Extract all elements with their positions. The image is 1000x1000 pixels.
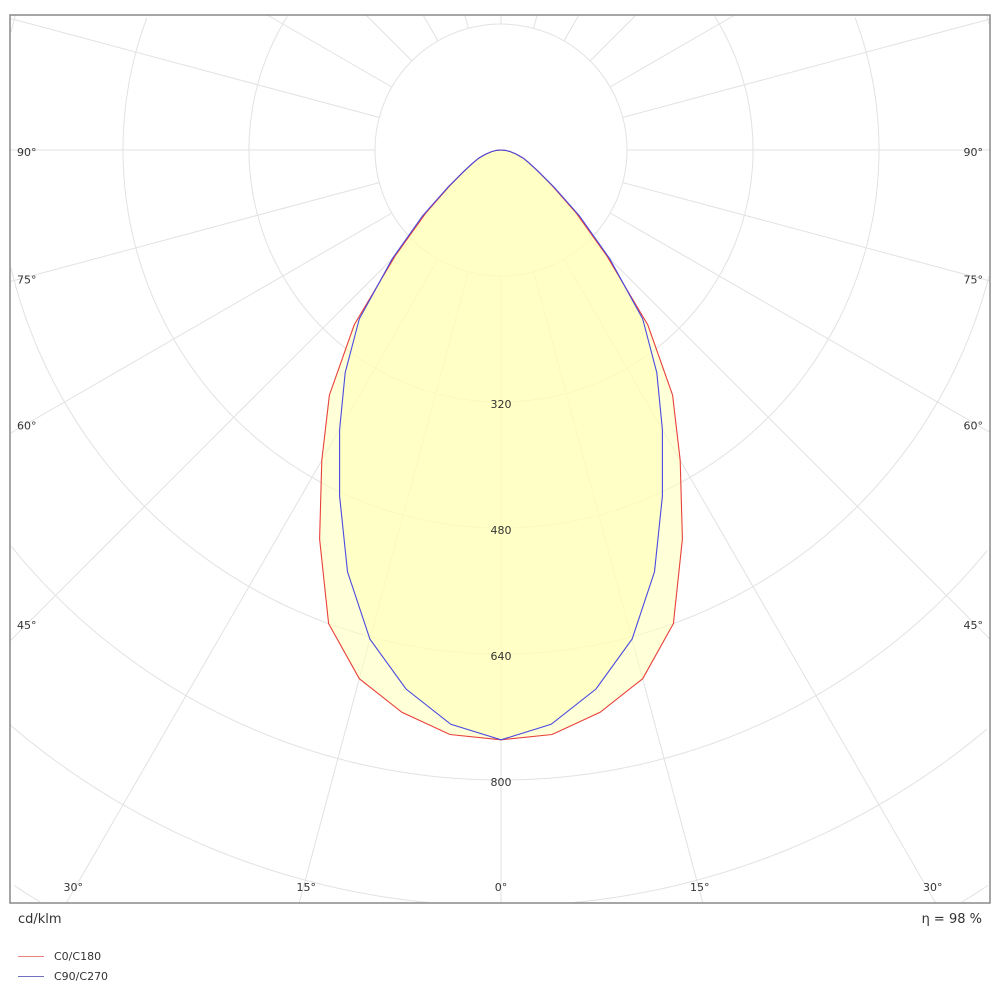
radial-gridline: [365, 14, 413, 62]
radial-gridline: [609, 14, 736, 88]
ring-label: 320: [491, 398, 512, 411]
angle-label-left: 75°: [17, 274, 37, 287]
ring-label: 800: [491, 776, 512, 789]
angle-label-bottom: 15°: [690, 881, 710, 894]
legend-swatch-c0: [18, 956, 44, 957]
ring-labels: 320 480 640 800: [491, 398, 512, 789]
chart-frame: [9, 14, 991, 904]
unit-label: cd/klm: [18, 912, 62, 927]
radial-gridline: [622, 182, 991, 282]
angle-label-left: 45°: [17, 619, 37, 632]
ring-gridline: [573, 728, 988, 903]
legend-item-c0: C0/C180: [18, 950, 101, 963]
radial-gridline: [9, 238, 413, 642]
angle-label-bottom: 30°: [923, 881, 943, 894]
angle-label-left: 90°: [17, 146, 37, 159]
angle-label-right: 60°: [964, 419, 984, 432]
radial-gridline: [563, 14, 580, 42]
radial-gridline: [589, 14, 637, 62]
series-line-c90-c270: [339, 149, 663, 741]
legend-item-c90: C90/C270: [18, 970, 108, 983]
radial-gridline: [9, 182, 380, 283]
curves: [319, 149, 683, 741]
curve-fill-1: [339, 150, 663, 740]
efficiency-label: η = 98 %: [921, 912, 982, 927]
angle-label-bottom: 30°: [64, 881, 84, 894]
ring-gridline: [11, 546, 501, 781]
angle-label-bottom: 15°: [296, 881, 316, 894]
ring-gridline: [9, 724, 429, 903]
radial-gridline: [9, 212, 393, 434]
ring-gridline: [10, 15, 16, 33]
ring-label: 640: [491, 650, 512, 663]
legend-label-c90: C90/C270: [54, 970, 109, 983]
ring-label: 480: [491, 524, 512, 537]
radial-gridline: [266, 14, 393, 88]
legend-swatch-c90: [18, 976, 44, 977]
angle-label-right: 45°: [964, 619, 984, 632]
legend-label-c0: C0/C180: [54, 950, 102, 963]
ring-gridline: [13, 885, 41, 903]
polar-grid: [9, 14, 991, 904]
ring-gridline: [961, 885, 989, 903]
radial-gridline: [9, 17, 380, 118]
ring-gridline: [986, 15, 990, 24]
radial-gridline: [609, 212, 991, 433]
radial-gridline: [422, 14, 439, 42]
ring-gridline: [501, 550, 988, 781]
angle-label-bottom: 0°: [495, 881, 508, 894]
angle-labels: 90° 90° 75° 75° 60° 60° 45° 45° 30° 15° 0° 15° 30°: [17, 146, 983, 894]
radial-gridline: [622, 18, 991, 118]
radial-gridline: [464, 14, 469, 29]
radial-gridline: [589, 238, 991, 640]
angle-label-right: 90°: [964, 146, 984, 159]
radial-gridline: [533, 14, 538, 29]
angle-label-left: 60°: [17, 419, 37, 432]
angle-label-right: 75°: [964, 274, 984, 287]
